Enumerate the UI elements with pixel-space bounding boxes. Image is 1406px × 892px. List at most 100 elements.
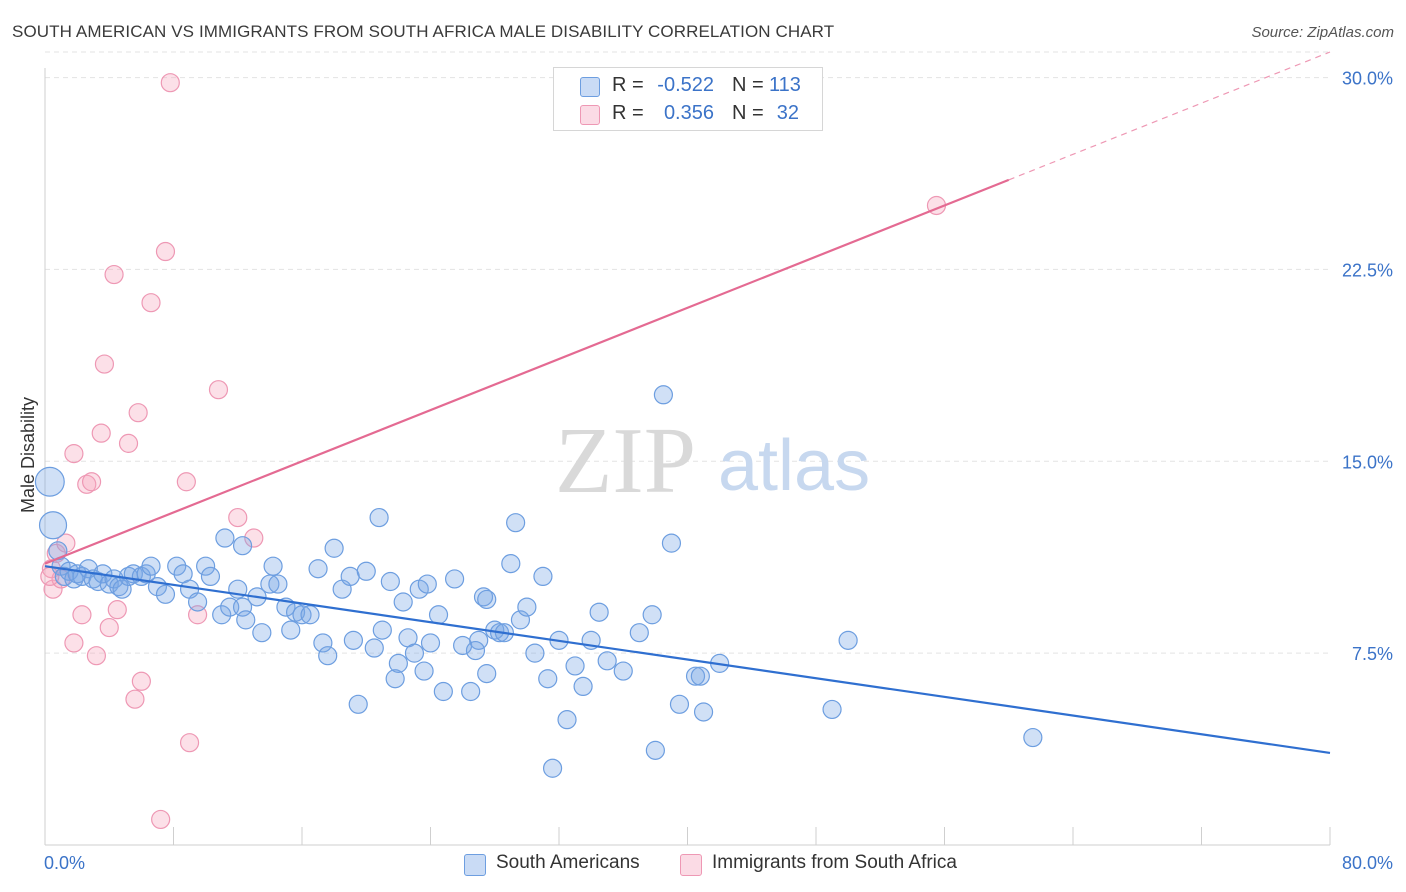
watermark-zip: ZIP	[555, 409, 696, 513]
legend-swatch-blue	[580, 77, 600, 97]
bottom-legend-label: Immigrants from South Africa	[712, 852, 957, 873]
point-immigrants	[56, 533, 76, 553]
point-south-americans	[292, 605, 312, 625]
legend-row-south-americans: R = -0.522 N = 113	[554, 73, 822, 101]
point-immigrants	[91, 423, 111, 443]
legend-swatch-pink	[580, 105, 600, 125]
point-south-americans	[613, 661, 633, 681]
gridlines	[45, 51, 1330, 654]
point-immigrants	[64, 444, 84, 464]
point-south-americans	[252, 623, 272, 643]
point-south-americans	[281, 620, 301, 640]
point-immigrants	[179, 733, 200, 753]
point-south-americans	[822, 699, 842, 720]
point-south-americans	[629, 623, 649, 643]
trendline-immigrants	[44, 178, 1010, 565]
point-immigrants	[81, 472, 102, 492]
point-south-americans	[343, 630, 363, 650]
point-south-americans	[393, 592, 413, 612]
point-immigrants	[208, 380, 229, 400]
bottom-legend-label: South Americans	[496, 852, 640, 873]
point-immigrants	[43, 579, 63, 599]
y-tick-label: 7.5%	[1352, 644, 1393, 664]
point-immigrants	[64, 633, 84, 653]
point-south-americans	[388, 653, 408, 673]
trendline-immigrants-extension	[1008, 51, 1331, 181]
point-south-americans	[653, 385, 674, 405]
legend-r-label: R =	[612, 102, 644, 124]
point-immigrants	[151, 809, 171, 830]
series-south-americans-points	[34, 385, 1043, 778]
point-immigrants	[99, 617, 119, 638]
point-south-americans	[414, 661, 434, 681]
point-south-americans	[565, 656, 585, 676]
point-south-americans	[48, 541, 68, 561]
point-south-americans	[573, 676, 593, 697]
point-immigrants	[160, 73, 180, 93]
point-south-americans	[232, 597, 253, 617]
point-south-americans	[501, 554, 521, 574]
point-south-americans	[348, 694, 368, 714]
point-south-americans	[838, 630, 858, 650]
point-immigrants	[72, 605, 92, 625]
point-south-americans	[372, 620, 392, 640]
point-south-americans	[525, 643, 545, 663]
point-south-americans	[538, 669, 558, 689]
axes	[44, 68, 1331, 846]
point-south-americans	[232, 536, 253, 556]
point-south-americans	[642, 605, 662, 625]
point-immigrants	[141, 293, 161, 313]
point-south-americans	[385, 669, 405, 689]
legend: R = -0.522 N = 113 R = 0.356 N = 32	[553, 67, 823, 131]
point-south-americans	[557, 710, 577, 730]
point-south-americans	[469, 630, 489, 650]
point-south-americans	[417, 574, 437, 594]
point-south-americans	[356, 561, 376, 581]
point-south-americans	[465, 640, 486, 661]
point-immigrants	[107, 600, 127, 620]
point-south-americans	[196, 556, 216, 576]
point-south-americans	[308, 559, 328, 579]
point-south-americans	[155, 584, 176, 604]
point-south-americans	[141, 556, 161, 576]
point-south-americans	[215, 528, 235, 548]
y-tick-label: 15.0%	[1342, 452, 1393, 472]
point-south-americans	[477, 664, 497, 684]
watermark: ZIP atlas	[555, 409, 870, 513]
legend-n-label: N =	[732, 74, 764, 96]
y-axis-label: Male Disability	[18, 397, 38, 513]
y-tick-label: 30.0%	[1342, 69, 1393, 89]
legend-r-label: R =	[612, 74, 644, 96]
point-south-americans	[167, 556, 187, 576]
point-south-americans	[364, 638, 384, 658]
point-immigrants	[94, 354, 115, 374]
point-south-americans	[369, 507, 389, 528]
watermark-atlas: atlas	[718, 426, 870, 506]
point-south-americans	[34, 466, 65, 497]
point-immigrants	[155, 241, 176, 262]
point-immigrants	[176, 472, 196, 492]
point-south-americans	[236, 610, 256, 630]
point-south-americans	[428, 605, 449, 625]
point-south-americans	[690, 666, 710, 686]
point-south-americans	[461, 681, 481, 702]
point-immigrants	[244, 528, 264, 548]
point-south-americans	[318, 646, 338, 666]
bottom-legend-swatch-blue	[464, 854, 486, 876]
point-south-americans	[313, 633, 333, 653]
legend-r-value: -0.522	[657, 74, 714, 96]
trendlines	[44, 51, 1331, 754]
trendline-south-americans	[44, 565, 1331, 754]
point-immigrants	[131, 671, 151, 691]
point-south-americans	[268, 574, 288, 594]
point-immigrants	[128, 403, 148, 423]
point-south-americans	[589, 602, 609, 622]
point-south-americans	[506, 513, 526, 533]
point-south-americans	[433, 681, 453, 702]
point-south-americans	[542, 758, 563, 778]
legend-n-value: 32	[776, 102, 799, 124]
legend-row-immigrants: R = 0.356 N = 32	[554, 101, 822, 129]
point-south-americans	[404, 643, 425, 663]
point-south-americans	[300, 605, 320, 625]
